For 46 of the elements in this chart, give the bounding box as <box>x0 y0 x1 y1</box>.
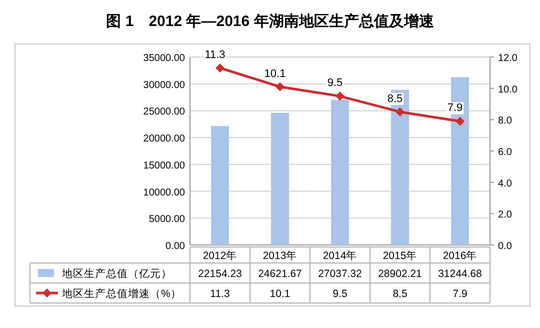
legend-label: 地区生产总值（亿元） <box>61 267 172 280</box>
point <box>396 107 404 116</box>
y2-tick-label: 8.0 <box>498 116 512 127</box>
data-label: 8.5 <box>392 288 408 300</box>
y-tick-label: 0.00 <box>166 241 186 252</box>
x-tick-label: 2014年 <box>322 250 358 262</box>
y-tick-label: 20000.00 <box>143 134 186 145</box>
bar <box>211 126 229 245</box>
y-tick-label: 30000.00 <box>143 80 186 91</box>
data-label: 9.5 <box>332 288 348 300</box>
chart-title: 图 1 2012 年—2016 年湖南地区生产总值及增速 <box>106 13 435 30</box>
x-tick-label: 2013年 <box>262 250 298 262</box>
y2-tick-label: 6.0 <box>498 147 512 158</box>
annotation: 10.1 <box>264 68 286 80</box>
data-label: 27037.32 <box>318 268 362 280</box>
y2-tick-label: 12.0 <box>498 53 518 64</box>
y-tick-label: 15000.00 <box>143 160 186 172</box>
x-tick-label: 2015年 <box>382 250 418 262</box>
data-label: 31244.68 <box>438 268 482 280</box>
annotation: 11.3 <box>204 48 226 61</box>
bar <box>331 100 349 245</box>
point <box>216 63 224 72</box>
y2-tick-label: 10.0 <box>498 84 518 96</box>
data-label: 11.3 <box>210 288 230 300</box>
data-label: 7.9 <box>452 288 468 300</box>
x-tick-label: 2016年 <box>442 250 478 262</box>
data-label: 28902.21 <box>378 268 422 280</box>
y-tick-label: 5000.00 <box>148 214 186 226</box>
y2-tick-label: 2.0 <box>498 210 512 221</box>
legend-label: 地区生产总值增速（%） <box>61 287 182 300</box>
annotation: 7.9 <box>447 102 463 114</box>
y-tick-label: 10000.00 <box>143 187 186 198</box>
annotation: 8.5 <box>387 92 403 105</box>
y-tick-label: 35000.00 <box>143 53 186 64</box>
y2-tick-label: 4.0 <box>498 178 512 190</box>
y2-tick-label: 0.0 <box>498 241 512 252</box>
bar <box>271 112 289 245</box>
data-label: 10.1 <box>270 288 290 300</box>
point <box>336 92 344 101</box>
data-label: 22154.23 <box>198 268 242 280</box>
point <box>456 116 464 126</box>
point <box>276 82 284 92</box>
y-tick-label: 25000.00 <box>143 106 186 118</box>
annotation: 9.5 <box>327 77 343 90</box>
data-label: 24621.67 <box>258 268 302 280</box>
x-tick-label: 2012年 <box>202 250 238 262</box>
